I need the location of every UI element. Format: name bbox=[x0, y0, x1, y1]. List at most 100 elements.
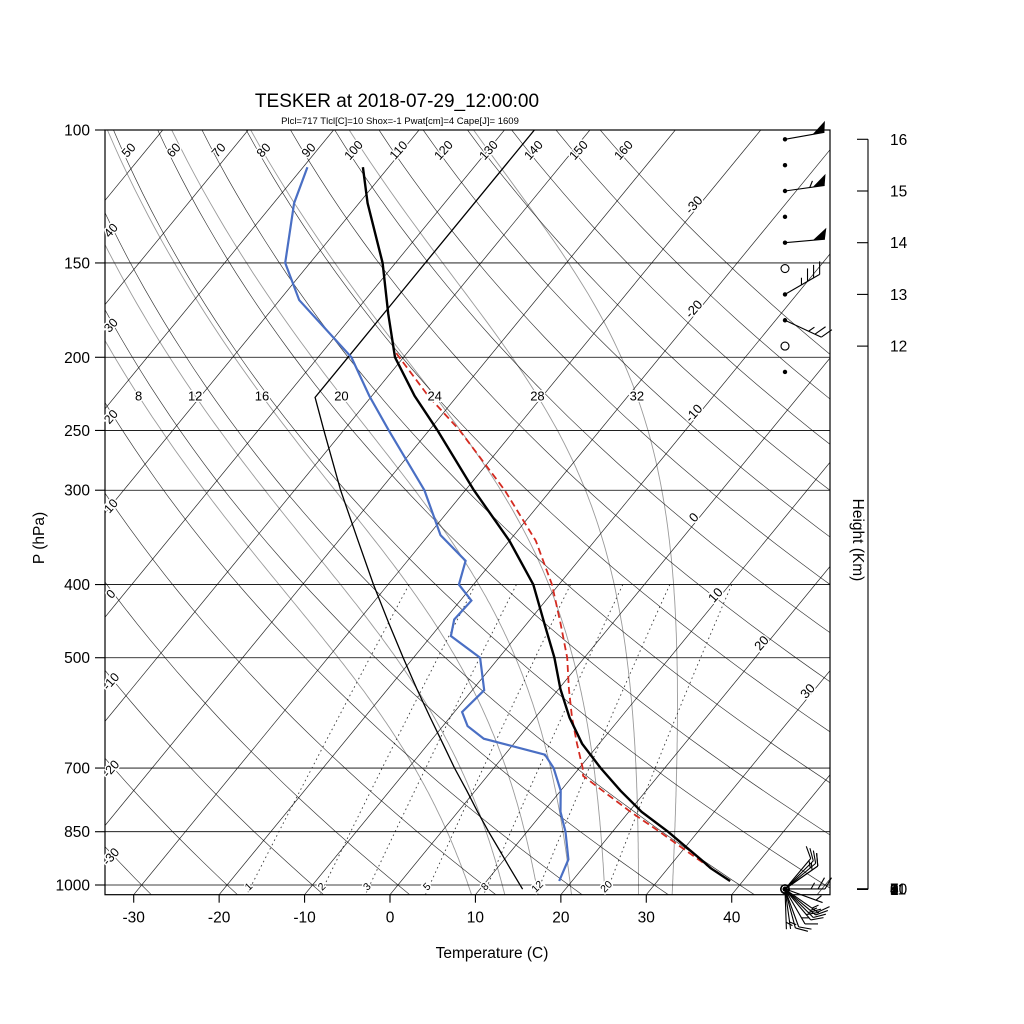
wind-barb bbox=[782, 162, 788, 168]
dry-adiabat-label: 60 bbox=[164, 140, 184, 160]
chart-subtitle: Plcl=717 Tlcl[C]=10 Shox=-1 Pwat[cm]=4 C… bbox=[281, 116, 519, 127]
chart-title: TESKER at 2018-07-29_12:00:00 bbox=[255, 91, 539, 112]
pressure-tick-label: 100 bbox=[64, 123, 90, 140]
temperature-tick-label: 20 bbox=[552, 910, 570, 927]
height-tick-label: 5 bbox=[890, 882, 899, 899]
height-tick-label: 10 bbox=[890, 881, 908, 898]
temperature-tick-label: -30 bbox=[123, 910, 146, 927]
isotherm-label: 10 bbox=[705, 585, 726, 606]
height-tick-label: 11 bbox=[890, 881, 906, 898]
isotherm-label: -10 bbox=[682, 401, 706, 425]
dry-adiabat-label: -30 bbox=[100, 845, 123, 868]
temperature-axis: -30 -20 -10 0 10 20 30 40 bbox=[123, 894, 741, 927]
pressure-tick-label: 500 bbox=[64, 650, 90, 667]
dry-adiabat-label: 80 bbox=[254, 140, 274, 160]
y-axis-title-height: Height (Km) bbox=[849, 499, 866, 582]
pressure-tick-label: 300 bbox=[64, 483, 90, 500]
temperature-curve bbox=[361, 167, 731, 883]
mixing-ratio-label: 2 bbox=[316, 880, 329, 893]
temperature-tick-label: -10 bbox=[293, 910, 316, 927]
moist-adiabat-label: 32 bbox=[630, 388, 644, 403]
temperature-tick-label: 10 bbox=[467, 910, 485, 927]
height-tick-label: 7 bbox=[890, 882, 899, 899]
pressure-tick-label: 200 bbox=[64, 350, 90, 367]
height-tick-label: 9 bbox=[890, 881, 899, 898]
height-tick-label: 13 bbox=[890, 287, 907, 304]
wind-barb bbox=[780, 884, 793, 930]
pressure-tick-label: 850 bbox=[64, 824, 90, 841]
temperature-tick-label: -20 bbox=[208, 910, 231, 927]
temperature-tick-label: 40 bbox=[723, 910, 741, 927]
temperature-tick-label: 0 bbox=[386, 910, 395, 927]
dry-adiabat-label: 130 bbox=[476, 138, 500, 163]
mixing-ratio-label: 5 bbox=[421, 880, 434, 893]
mixing-ratio-label: 1 bbox=[243, 880, 256, 893]
mixing-ratio-lines bbox=[246, 584, 733, 895]
dry-adiabat-label: -20 bbox=[100, 757, 123, 780]
dry-adiabat-grid bbox=[105, 130, 830, 895]
isotherm-label: -30 bbox=[682, 193, 706, 217]
dry-adiabat-label: 100 bbox=[342, 138, 366, 163]
wind-barb bbox=[782, 120, 825, 142]
wind-barb bbox=[782, 318, 833, 338]
dry-adiabat-label: 50 bbox=[119, 140, 139, 160]
wind-barb-column bbox=[780, 120, 833, 932]
height-tick-label: 4 bbox=[890, 882, 899, 899]
dry-adiabat-label: 150 bbox=[566, 138, 590, 163]
height-tick-label: 16 bbox=[890, 132, 907, 149]
dry-adiabat-label: 10 bbox=[101, 496, 121, 516]
isotherm-label: 20 bbox=[751, 633, 772, 654]
dry-adiabat-label: 90 bbox=[299, 140, 319, 160]
mixing-ratio-label: 20 bbox=[598, 878, 615, 895]
dry-adiabat-label: 160 bbox=[611, 138, 635, 163]
isotherm-label: -20 bbox=[682, 297, 706, 321]
plot-border bbox=[104, 129, 831, 896]
isobar-grid bbox=[105, 130, 830, 886]
height-tick-label: 6 bbox=[890, 882, 899, 899]
mixing-ratio-label: 12 bbox=[529, 878, 546, 895]
wind-barb bbox=[782, 227, 827, 245]
dry-adiabat-label: 40 bbox=[101, 221, 121, 241]
wind-barb bbox=[782, 214, 788, 220]
moist-adiabat-label: 12 bbox=[188, 388, 202, 403]
height-tick-label: 14 bbox=[890, 235, 908, 252]
wind-barb bbox=[780, 264, 790, 274]
height-tick-label: 1 bbox=[890, 882, 899, 899]
pressure-axis: 100 150 200 250 300 400 500 700 850 1000 bbox=[56, 123, 105, 895]
isotherm-label: 30 bbox=[797, 681, 818, 702]
y-axis-title-pressure: P (hPa) bbox=[31, 512, 48, 564]
height-tick-label: 12 bbox=[890, 339, 907, 356]
plot-area bbox=[105, 130, 830, 895]
parcel-curve bbox=[392, 348, 731, 882]
pressure-tick-label: 700 bbox=[64, 761, 90, 778]
moist-adiabat-label: 24 bbox=[427, 388, 441, 403]
dry-adiabat-label: 120 bbox=[432, 138, 456, 163]
height-tick-label: 0 bbox=[890, 882, 899, 899]
pressure-tick-label: 150 bbox=[64, 255, 90, 272]
pressure-tick-label: 1000 bbox=[56, 878, 91, 895]
moist-adiabat-label: 16 bbox=[255, 388, 269, 403]
temperature-tick-label: 30 bbox=[638, 910, 656, 927]
pressure-tick-label: 400 bbox=[64, 577, 90, 594]
standard-atmosphere-curve bbox=[314, 130, 535, 890]
dry-adiabat-label: 0 bbox=[103, 587, 118, 602]
wind-barb bbox=[782, 173, 826, 194]
height-tick-label: 15 bbox=[890, 183, 907, 200]
wind-barb bbox=[782, 369, 788, 375]
pressure-tick-label: 250 bbox=[64, 423, 90, 440]
moist-adiabat-label: 8 bbox=[135, 388, 142, 403]
height-tick-label: 3 bbox=[890, 882, 899, 899]
moist-adiabat-label: 28 bbox=[530, 388, 544, 403]
dewpoint-curve bbox=[284, 166, 570, 882]
wind-barb bbox=[782, 261, 821, 297]
x-axis-title: Temperature (C) bbox=[436, 945, 549, 962]
dry-adiabat-label: 110 bbox=[387, 138, 411, 162]
dry-adiabat-label: -10 bbox=[100, 670, 123, 693]
wind-barb bbox=[780, 341, 790, 351]
moist-adiabat-label: 20 bbox=[334, 388, 348, 403]
